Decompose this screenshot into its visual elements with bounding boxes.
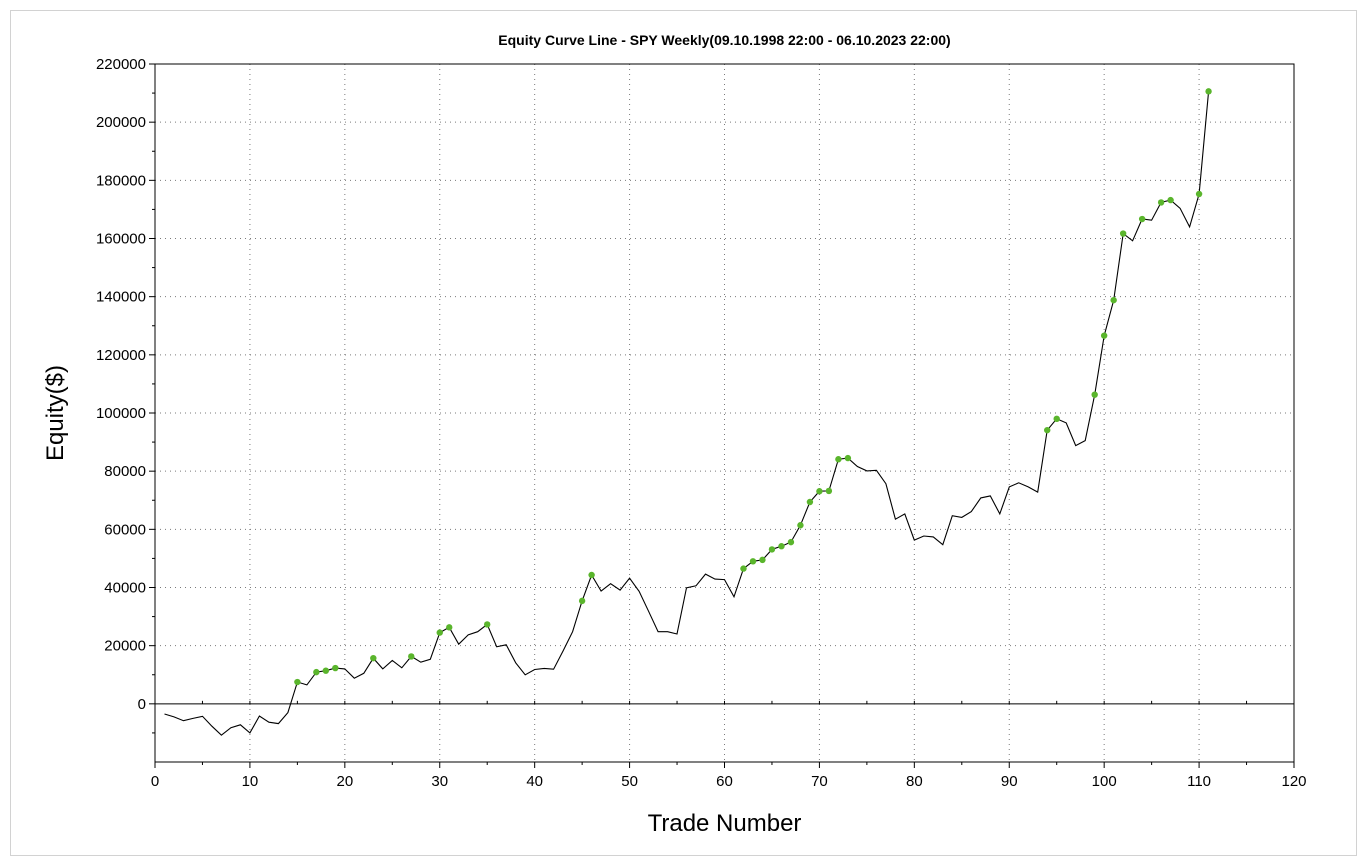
y-tick-label: 60000 [104, 521, 146, 538]
data-point-marker [332, 664, 339, 672]
y-tick-label: 20000 [104, 638, 146, 655]
trade-markers [294, 88, 1212, 686]
data-point-marker [835, 456, 842, 463]
data-point-marker [1110, 296, 1117, 304]
y-tick-label: 80000 [104, 463, 146, 480]
data-point-marker [768, 546, 776, 553]
data-point-marker [1195, 190, 1203, 198]
data-point-marker [806, 498, 814, 506]
data-point-marker [370, 654, 377, 662]
data-point-marker [1119, 230, 1127, 237]
chart-title: Equity Curve Line - SPY Weekly(09.10.199… [498, 32, 950, 48]
data-point-marker [1138, 215, 1146, 223]
x-tick-label: 80 [906, 773, 923, 790]
x-axis-title: Trade Number [648, 810, 802, 837]
axis-ticks [149, 63, 1295, 768]
data-point-marker [578, 597, 586, 605]
y-tick-label: 180000 [96, 172, 146, 189]
y-axis-title: Equity($) [42, 365, 69, 461]
data-point-marker [1053, 415, 1060, 423]
y-tick-label: 100000 [96, 405, 146, 422]
data-point-marker [740, 565, 747, 572]
x-tick-label: 100 [1092, 773, 1117, 790]
y-tick-label: 40000 [104, 580, 146, 597]
data-point-marker [1100, 332, 1108, 339]
grid-lines [155, 64, 1294, 762]
data-point-marker [1157, 199, 1165, 206]
x-tick-label: 50 [621, 773, 638, 790]
x-tick-label: 0 [151, 773, 159, 790]
y-tick-label: 160000 [96, 231, 146, 248]
x-tick-label: 10 [242, 773, 259, 790]
equity-line [164, 91, 1210, 736]
x-tick-label: 120 [1281, 773, 1306, 790]
data-point-marker [484, 621, 491, 628]
data-point-marker [1167, 196, 1174, 204]
tick-labels: 0 10 20 30 40 50 60 70 80 90 100 110 120 0 20000 40000 6… [96, 56, 1307, 790]
data-point-marker [787, 538, 795, 546]
x-tick-label: 30 [431, 773, 448, 790]
data-point-marker [816, 488, 823, 495]
data-point-marker [844, 454, 852, 462]
data-point-marker [408, 653, 415, 660]
data-point-marker [797, 522, 804, 529]
data-point-marker [1091, 391, 1098, 398]
data-point-marker [446, 624, 453, 631]
equity-curve-chart: Equity Curve Line - SPY Weekly(09.10.199… [42, 32, 1307, 837]
x-tick-label: 20 [336, 773, 353, 790]
x-tick-label: 70 [811, 773, 828, 790]
data-point-marker [825, 487, 833, 495]
data-point-marker [588, 571, 595, 579]
y-tick-label: 120000 [96, 347, 146, 364]
x-tick-label: 90 [1001, 773, 1018, 790]
data-point-marker [322, 667, 330, 674]
equity-series [164, 91, 1210, 736]
data-point-marker [1205, 88, 1212, 95]
y-tick-label: 140000 [96, 289, 146, 306]
data-point-marker [759, 556, 766, 564]
data-point-marker [749, 558, 757, 565]
data-point-marker [778, 543, 785, 550]
data-point-marker [294, 678, 301, 686]
chart-frame: Equity Curve Line - SPY Weekly(09.10.199… [10, 10, 1357, 856]
x-tick-label: 110 [1187, 773, 1211, 790]
data-point-marker [313, 668, 320, 676]
y-tick-label: 220000 [96, 56, 146, 73]
y-tick-label: 0 [138, 696, 146, 713]
x-tick-label: 40 [526, 773, 543, 790]
y-tick-label: 200000 [96, 114, 146, 131]
x-tick-label: 60 [716, 773, 733, 790]
plot-area-border [154, 63, 1295, 763]
data-point-marker [436, 629, 443, 636]
data-point-marker [1044, 426, 1051, 434]
